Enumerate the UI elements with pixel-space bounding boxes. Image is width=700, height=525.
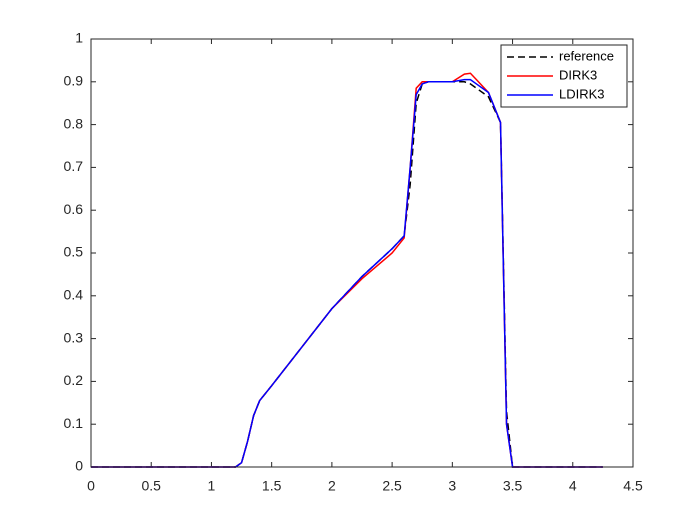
legend-label: reference <box>559 48 614 63</box>
y-tick-label: 0 <box>75 458 83 474</box>
x-tick-label: 0 <box>87 478 95 494</box>
x-tick-label: 3 <box>448 478 456 494</box>
legend-label: DIRK3 <box>559 67 597 82</box>
series-line <box>91 78 603 468</box>
x-tick-label: 1.5 <box>262 478 282 494</box>
y-tick-label: 0.6 <box>64 201 84 217</box>
legend-label: LDIRK3 <box>559 86 605 101</box>
y-tick-label: 1 <box>75 30 83 46</box>
y-tick-label: 0.4 <box>64 287 84 303</box>
x-tick-label: 4.5 <box>623 478 643 494</box>
x-tick-label: 4 <box>569 478 577 494</box>
axes-box <box>90 38 634 468</box>
legend: reference DIRK3 LDIRK3 <box>500 44 628 108</box>
y-tick-label: 0.9 <box>64 73 84 89</box>
y-tick-label: 0.7 <box>64 158 84 174</box>
x-tick-label: 1 <box>208 478 216 494</box>
x-tick-label: 2 <box>328 478 336 494</box>
y-tick-label: 0.1 <box>64 415 84 431</box>
y-tick-label: 0.2 <box>64 372 84 388</box>
y-tick-label: 0.8 <box>64 115 84 131</box>
y-tick-label: 0.5 <box>64 244 84 260</box>
plot-area <box>91 39 633 467</box>
x-tick-label: 0.5 <box>141 478 161 494</box>
x-tick-label: 3.5 <box>503 478 523 494</box>
x-tick-label: 2.5 <box>382 478 402 494</box>
y-tick-label: 0.3 <box>64 329 84 345</box>
